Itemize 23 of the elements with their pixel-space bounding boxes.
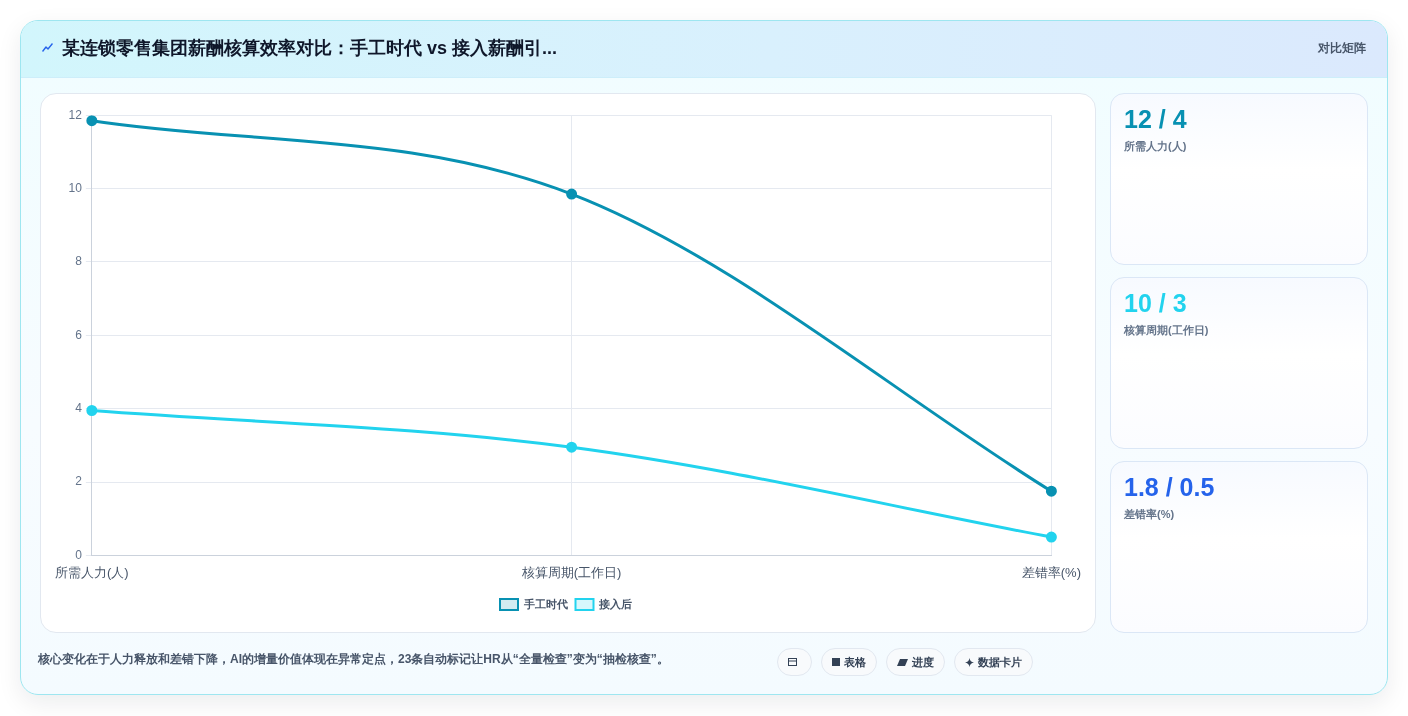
- point: [1045, 485, 1057, 497]
- y-tick-label: 12: [68, 107, 83, 122]
- chart-title: 某连锁零售集团薪酬核算效率对比：手工时代 vs 接入薪酬引...: [62, 37, 558, 60]
- x-tick-label: 所需人力(人): [54, 564, 129, 580]
- y-tick-label: 10: [68, 180, 83, 195]
- pill-button: 数据卡片: [954, 648, 1033, 676]
- point: [86, 405, 98, 416]
- legend-label: 手工时代: [522, 597, 568, 610]
- point: [86, 115, 98, 127]
- x-tick-label: 核算周期(工作日): [520, 564, 622, 580]
- pill-button: 进度: [886, 648, 945, 676]
- point: [566, 188, 578, 200]
- y-tick-label: 6: [75, 327, 83, 342]
- x-tick-label: 差错率(%): [1021, 564, 1081, 580]
- text: 核心变化在于人力释放和差错下降，AI的增量价值体现在异常定点，23条自动标记让HR从“全量检查”变为“抽检核查”。: [38, 651, 669, 667]
- legend-label: 接入后: [598, 597, 632, 611]
- y-tick-label: 0: [75, 547, 83, 562]
- y-tick-label: 4: [75, 400, 83, 415]
- point: [566, 441, 578, 453]
- point: [1045, 531, 1057, 543]
- y-tick-label: 2: [75, 474, 83, 489]
- y-tick-label: 8: [75, 254, 83, 269]
- pill-button: 表格: [821, 648, 877, 676]
